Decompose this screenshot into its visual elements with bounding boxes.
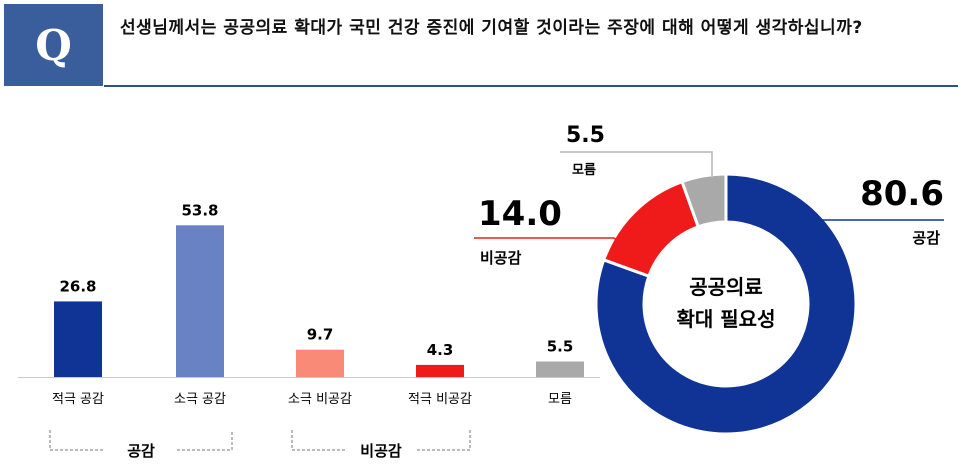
group-label: 비공감 <box>360 442 402 460</box>
bar-2 <box>176 225 224 377</box>
bar-value-label: 4.3 <box>427 341 454 359</box>
bar-value-label: 26.8 <box>59 277 96 295</box>
bar-5 <box>536 361 584 377</box>
bar-1 <box>54 301 102 377</box>
callout-value-disagree: 14.0 <box>478 194 562 234</box>
bar-category-label: 적극 비공감 <box>408 392 472 407</box>
bar-value-label: 53.8 <box>181 201 218 219</box>
bar-category-label: 소극 공감 <box>174 392 226 407</box>
callout-label-agree: 공감 <box>912 229 940 247</box>
bar-category-label: 소극 비공감 <box>288 392 352 407</box>
callout-line-disagree <box>474 238 624 246</box>
callout-label-unknown: 모름 <box>572 163 596 178</box>
donut-slice-2 <box>604 182 699 276</box>
bar-category-label: 적극 공감 <box>52 392 104 407</box>
donut-center-title-line2: 확대 필요성 <box>677 307 776 331</box>
callout-value-agree: 80.6 <box>860 174 944 214</box>
group-label: 공감 <box>127 442 155 460</box>
callout-label-disagree: 비공감 <box>480 249 522 267</box>
bar-value-label: 5.5 <box>547 337 574 355</box>
bar-4 <box>416 365 464 377</box>
callout-value-unknown: 5.5 <box>566 123 605 148</box>
bar-category-label: 모름 <box>548 392 572 407</box>
bar-value-label: 9.7 <box>307 326 334 344</box>
bar-3 <box>296 350 344 377</box>
donut-center-title-line1: 공공의료 <box>689 275 763 299</box>
